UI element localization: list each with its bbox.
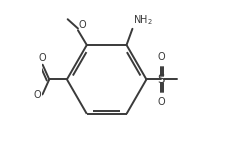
Text: O: O <box>34 90 41 100</box>
Text: NH$_2$: NH$_2$ <box>133 13 153 27</box>
Text: O: O <box>157 97 165 107</box>
Text: O: O <box>157 52 165 62</box>
Text: O: O <box>79 20 86 30</box>
Text: S: S <box>158 73 165 86</box>
Text: O: O <box>38 53 46 63</box>
